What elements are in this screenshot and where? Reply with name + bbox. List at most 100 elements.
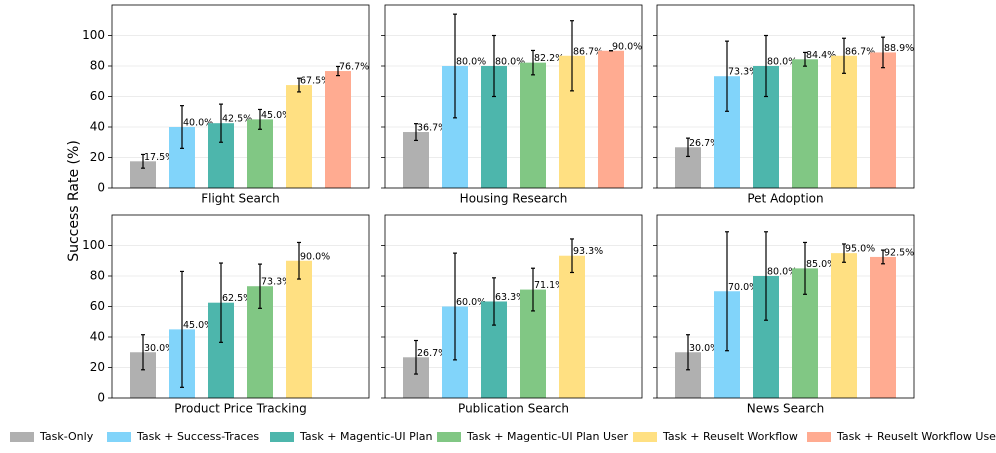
error-bar (531, 267, 535, 312)
legend-swatch (633, 432, 657, 442)
error-bar (881, 249, 885, 265)
bar (870, 52, 896, 188)
value-label: 80.0% (767, 57, 797, 68)
error-bar (453, 13, 457, 119)
y-tick-label: 100 (82, 238, 105, 252)
plot-frame (384, 4, 643, 189)
value-label: 73.3% (728, 67, 758, 78)
error-bar (258, 108, 262, 130)
value-label: 86.7% (845, 46, 875, 57)
legend-label: Task + Magentic-UI Plan (299, 430, 433, 443)
y-tick-label: 20 (90, 360, 105, 374)
error-bar (881, 36, 885, 69)
legend-label: Task + ReuseIt Workflow (662, 430, 798, 443)
error-bar (180, 105, 184, 149)
value-label: 80.0% (767, 267, 797, 278)
error-bar (803, 51, 807, 67)
error-bar (492, 277, 496, 326)
value-label: 63.3% (495, 292, 525, 303)
error-bar (414, 339, 418, 375)
error-bar (141, 153, 145, 169)
value-label: 62.5% (222, 293, 252, 304)
error-bar (764, 231, 768, 321)
plot-frame (111, 4, 370, 189)
value-label: 76.7% (339, 62, 369, 73)
error-bar (570, 20, 574, 92)
bar (247, 119, 273, 188)
legend-swatch (107, 432, 131, 442)
y-tick-label: 0 (97, 391, 105, 405)
error-bar (531, 49, 535, 76)
x-axis-label: Housing Research (460, 192, 568, 206)
y-tick-label: 0 (97, 181, 105, 195)
error-bar (258, 263, 262, 309)
value-label: 86.7% (573, 46, 603, 57)
value-label: 26.7% (417, 348, 447, 359)
value-label: 93.3% (573, 246, 603, 257)
value-label: 45.0% (183, 320, 213, 331)
error-bar (297, 77, 301, 93)
y-axis-label: Success Rate (%) (66, 140, 82, 262)
value-label: 30.0% (144, 343, 174, 354)
x-axis-label: Publication Search (458, 402, 569, 416)
error-bar (764, 34, 768, 98)
bar (520, 62, 546, 188)
value-label: 71.1% (534, 280, 564, 291)
bar (870, 256, 896, 398)
value-label: 26.7% (689, 138, 719, 149)
value-label: 42.5% (222, 114, 252, 125)
y-tick-label: 100 (82, 28, 105, 42)
plot-frame (384, 214, 643, 399)
value-label: 95.0% (845, 244, 875, 255)
value-label: 73.3% (261, 277, 291, 288)
value-label: 40.0% (183, 118, 213, 129)
error-bar (219, 262, 223, 343)
value-label: 36.7% (417, 123, 447, 134)
value-label: 90.0% (612, 41, 642, 52)
bar (831, 253, 857, 398)
plot-frame (656, 214, 915, 399)
error-bar (180, 270, 184, 388)
error-bar (414, 123, 418, 142)
plot-frame (656, 4, 915, 189)
bar (792, 59, 818, 188)
error-bar (141, 334, 145, 371)
error-bar (725, 231, 729, 352)
y-tick-label: 80 (90, 59, 105, 73)
legend-swatch (807, 432, 831, 442)
value-label: 70.0% (728, 282, 758, 293)
value-label: 67.5% (300, 76, 330, 87)
bar (286, 85, 312, 188)
value-label: 85.0% (806, 259, 836, 270)
legend-swatch (10, 432, 34, 442)
value-label: 92.5% (884, 247, 914, 258)
error-bar (219, 103, 223, 143)
error-bar (492, 34, 496, 98)
y-tick-label: 60 (90, 89, 105, 103)
y-tick-label: 20 (90, 150, 105, 164)
bar (831, 55, 857, 188)
y-tick-label: 40 (90, 330, 105, 344)
error-bar (725, 40, 729, 112)
error-bar (453, 252, 457, 361)
value-label: 80.0% (495, 57, 525, 68)
error-bar (686, 334, 690, 371)
y-tick-label: 60 (90, 299, 105, 313)
error-bar (570, 238, 574, 274)
bar (286, 260, 312, 398)
bar (598, 50, 624, 188)
error-bar (842, 37, 846, 74)
value-label: 30.0% (689, 343, 719, 354)
bar (325, 71, 351, 188)
value-label: 60.0% (456, 297, 486, 308)
x-axis-label: Product Price Tracking (174, 402, 306, 416)
bar (559, 255, 585, 398)
value-label: 88.9% (884, 43, 914, 54)
y-tick-label: 40 (90, 120, 105, 134)
error-bar (686, 137, 690, 158)
error-bar (336, 65, 340, 77)
legend-swatch (437, 432, 461, 442)
plot-frame (111, 214, 370, 399)
error-bar (842, 243, 846, 263)
